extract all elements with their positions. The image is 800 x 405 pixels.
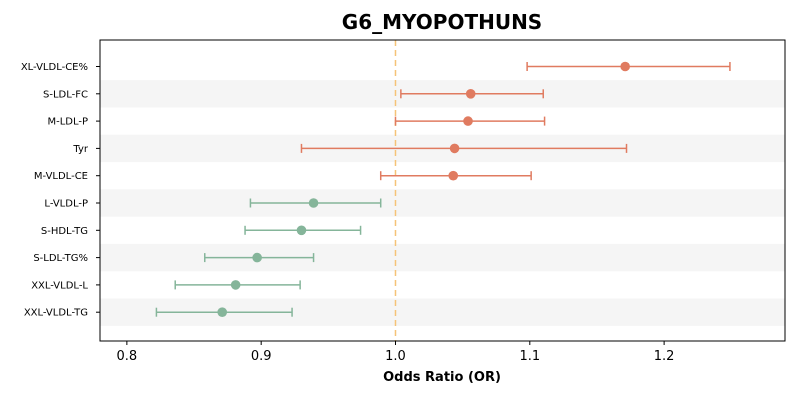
or-point-S-LDL-TG%	[252, 252, 262, 263]
or-point-S-LDL-FC	[465, 89, 476, 99]
y-tick-label: Tyr	[72, 144, 88, 155]
y-tick-label: XXL-VLDL-L	[31, 280, 88, 291]
or-point-XXL-VLDL-L	[230, 280, 241, 290]
or-point-L-VLDL-P	[308, 198, 319, 208]
or-point-XL-VLDL-CE%	[620, 61, 630, 72]
odds-ratio-points	[217, 61, 630, 318]
row-bands	[100, 80, 785, 326]
row-band	[100, 189, 785, 217]
y-tick-label: XL-VLDL-CE%	[21, 62, 88, 73]
x-tick-label: 1.1	[519, 349, 540, 364]
row-band	[100, 243, 785, 272]
plot-frame	[99, 39, 786, 342]
or-point-M-LDL-P	[463, 116, 473, 126]
y-tick-label: M-VLDL-CE	[34, 171, 88, 182]
y-tick-label: S-LDL-FC	[43, 89, 88, 100]
x-axis: 0.8 0.9 1.0 1.1 1.2	[117, 341, 675, 364]
y-tick-label: S-HDL-TG	[41, 226, 88, 237]
y-tick-label: M-LDL-P	[47, 117, 88, 128]
y-tick-label: S-LDL-TG%	[33, 253, 88, 264]
x-tick-label: 1.0	[385, 349, 406, 364]
y-axis: XL-VLDL-CE% S-LDL-FC M-LDL-P Tyr M-VLDL-CE L-…	[21, 62, 100, 319]
x-axis-label: Odds Ratio (OR)	[383, 370, 501, 385]
chart-title: G6_MYOPOTHUNS	[342, 10, 542, 34]
x-tick-label: 1.2	[654, 349, 675, 364]
y-tick-label: XXL-VLDL-TG	[24, 308, 88, 319]
x-tick-label: 0.9	[251, 349, 272, 364]
or-point-M-VLDL-CE	[448, 170, 459, 181]
or-point-Tyr	[449, 143, 460, 154]
or-point-XXL-VLDL-TG	[217, 307, 228, 318]
or-point-S-HDL-TG	[296, 225, 307, 236]
y-tick-label: L-VLDL-P	[44, 199, 88, 210]
x-tick-label: 0.8	[117, 349, 138, 364]
